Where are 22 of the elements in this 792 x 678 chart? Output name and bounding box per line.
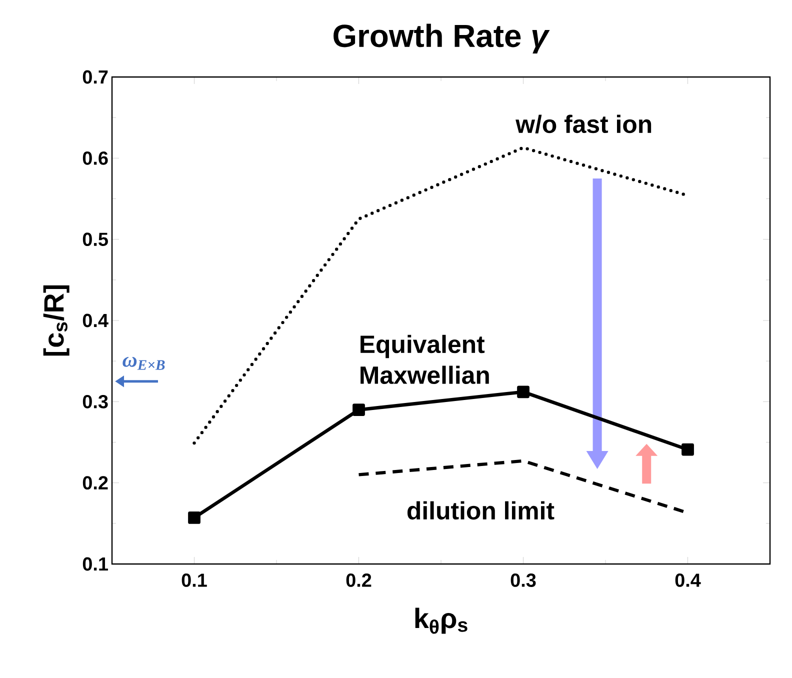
point (517, 386, 530, 398)
series-label: dilution limit (407, 501, 554, 520)
y-tick-label: 0.2 (82, 476, 108, 490)
y-tick-label: 0.1 (82, 557, 108, 571)
annotation: ω$_{E×B}$ (122, 356, 165, 370)
series-label: Equivalent Maxwellian (360, 334, 489, 384)
point (188, 512, 200, 524)
x-tick-label: 0.2 (346, 574, 372, 587)
x-tick-label: 0.1 (182, 574, 207, 587)
y-tick-label: 0.6 (82, 151, 108, 165)
y-axis-title: [c$_{s}$/R] (43, 285, 70, 356)
y-tick-label: 0.7 (82, 70, 108, 84)
x-tick-label: 0.4 (675, 574, 701, 587)
y-tick-label: 0.5 (82, 232, 108, 246)
point (682, 443, 694, 456)
y-tick-label: 0.3 (82, 394, 108, 408)
y-tick-label: 0.4 (82, 314, 108, 328)
point (352, 404, 365, 416)
x-axis-title: k$_{θ}$ρ$_{s}$ (415, 608, 468, 634)
x-tick-label: 0.3 (510, 574, 536, 587)
series-label: w/o fast ion (516, 114, 652, 134)
chart-title: Growth Rate γ (334, 24, 550, 54)
